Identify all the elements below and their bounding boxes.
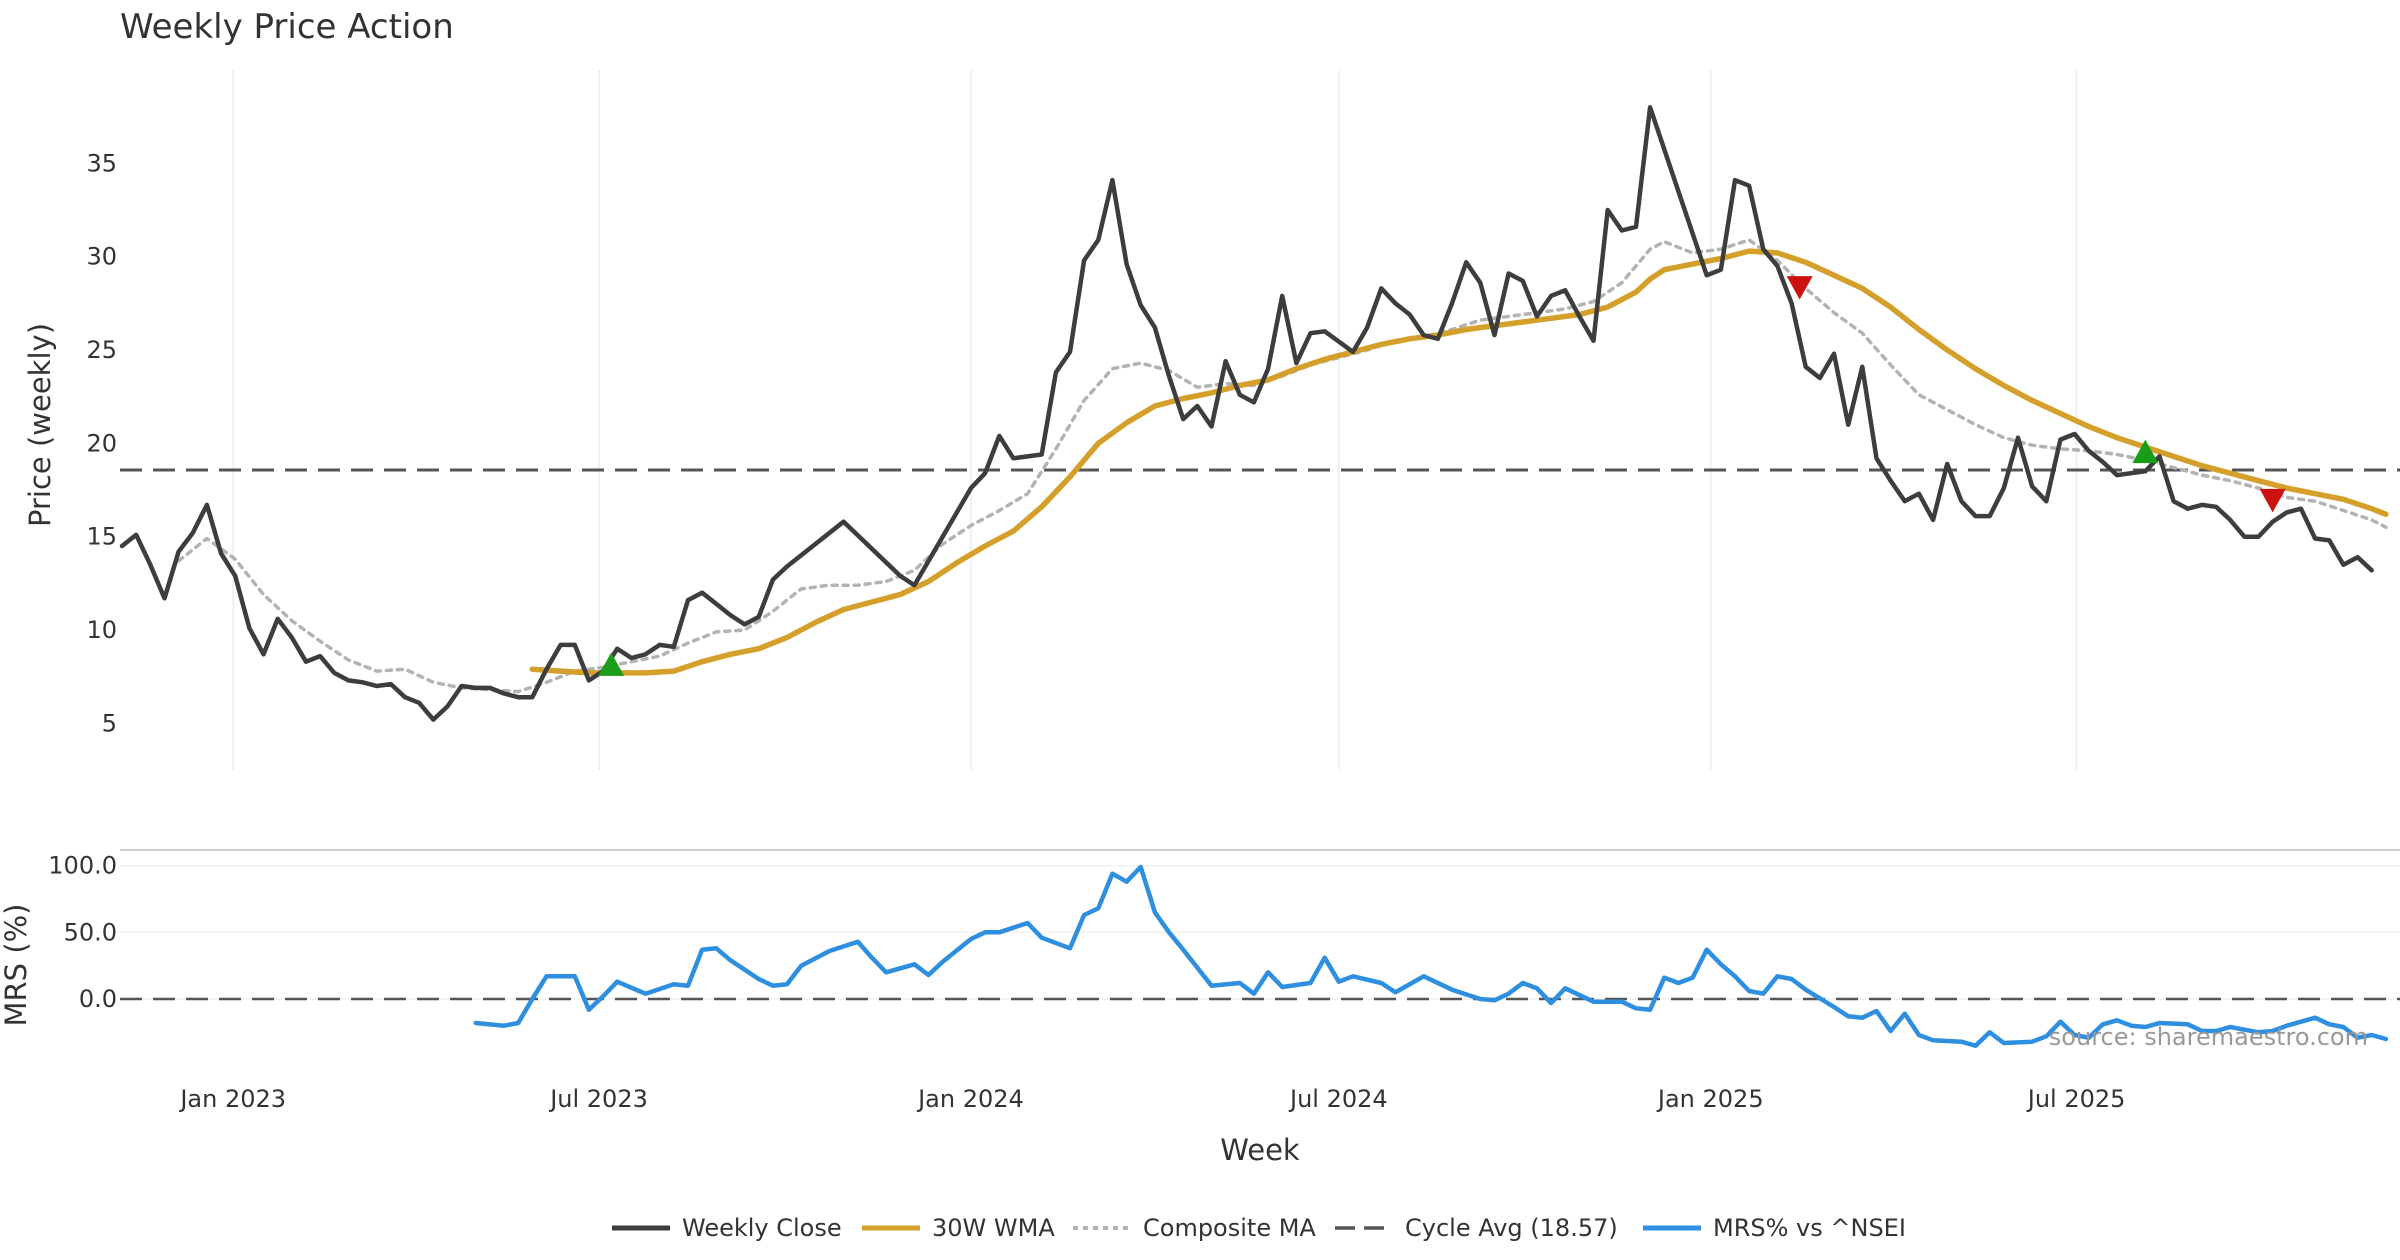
price-y-tick-label: 20	[86, 429, 117, 457]
price-y-tick-label: 15	[86, 523, 117, 551]
x-tick-label: Jan 2024	[916, 1085, 1024, 1113]
legend-label: Cycle Avg (18.57)	[1405, 1214, 1618, 1242]
legend-label: 30W WMA	[932, 1214, 1055, 1242]
reference-layer	[120, 468, 2400, 1001]
price-y-tick-label: 25	[86, 336, 117, 364]
legend-item-mrs-vs-nsei: MRS% vs ^NSEI	[1643, 1214, 1906, 1242]
source-text: source: sharemaestro.com	[2049, 1023, 2368, 1051]
price-y-tick-label: 10	[86, 616, 117, 644]
mrs-y-axis-label: MRS (%)	[0, 904, 33, 1027]
price-y-ticks: 5 10 15 20 25 30 35	[86, 149, 117, 737]
marker-layer	[598, 276, 2286, 676]
chart-title: Weekly Price Action	[120, 7, 454, 47]
grid-layer	[120, 70, 2400, 1000]
x-tick-label: Jan 2023	[178, 1085, 286, 1113]
legend-label: Weekly Close	[682, 1214, 842, 1242]
legend-item-composite-ma: Composite MA	[1073, 1214, 1316, 1242]
legend-label: Composite MA	[1143, 1214, 1316, 1242]
price-y-tick-label: 30	[86, 243, 117, 271]
price-y-axis-label: Price (weekly)	[23, 323, 57, 527]
x-tick-label: Jan 2025	[1656, 1085, 1764, 1113]
sell-signal-marker	[1786, 276, 1813, 300]
price-y-tick-label: 5	[102, 709, 117, 737]
legend: Weekly Close 30W WMA Composite MA Cycle Avg…	[612, 1214, 1906, 1242]
mrs-y-tick-label: 100.0	[48, 852, 117, 880]
mrs-y-tick-label: 50.0	[64, 918, 117, 946]
price-y-tick-label: 35	[86, 149, 117, 177]
x-axis-label: Week	[1220, 1133, 1300, 1167]
series-30w-wma	[529, 248, 2389, 676]
buy-signal-marker	[2132, 439, 2159, 464]
mrs-y-ticks: 0.0 50.0 100.0	[48, 852, 117, 1013]
legend-item-cycle-avg-18-57: Cycle Avg (18.57)	[1335, 1214, 1618, 1242]
legend-item-weekly-close: Weekly Close	[612, 1214, 842, 1242]
legend-label: MRS% vs ^NSEI	[1713, 1214, 1906, 1242]
sell-signal-marker	[2259, 488, 2286, 513]
x-tick-label: Jul 2023	[548, 1085, 648, 1113]
x-tick-label: Jul 2025	[2026, 1085, 2126, 1113]
buy-signal-marker	[598, 652, 625, 676]
mrs-y-tick-label: 0.0	[79, 985, 117, 1013]
x-tick-label: Jul 2024	[1288, 1085, 1388, 1113]
series-layer	[119, 105, 2389, 1048]
series-weekly-close	[119, 105, 2374, 722]
x-ticks: Jan 2023 Jul 2023 Jan 2024 Jul 2024 Jan 2025…	[178, 1085, 2125, 1113]
series-mrs-vs-nsei	[473, 864, 2389, 1048]
legend-item-30w-wma: 30W WMA	[862, 1214, 1055, 1242]
